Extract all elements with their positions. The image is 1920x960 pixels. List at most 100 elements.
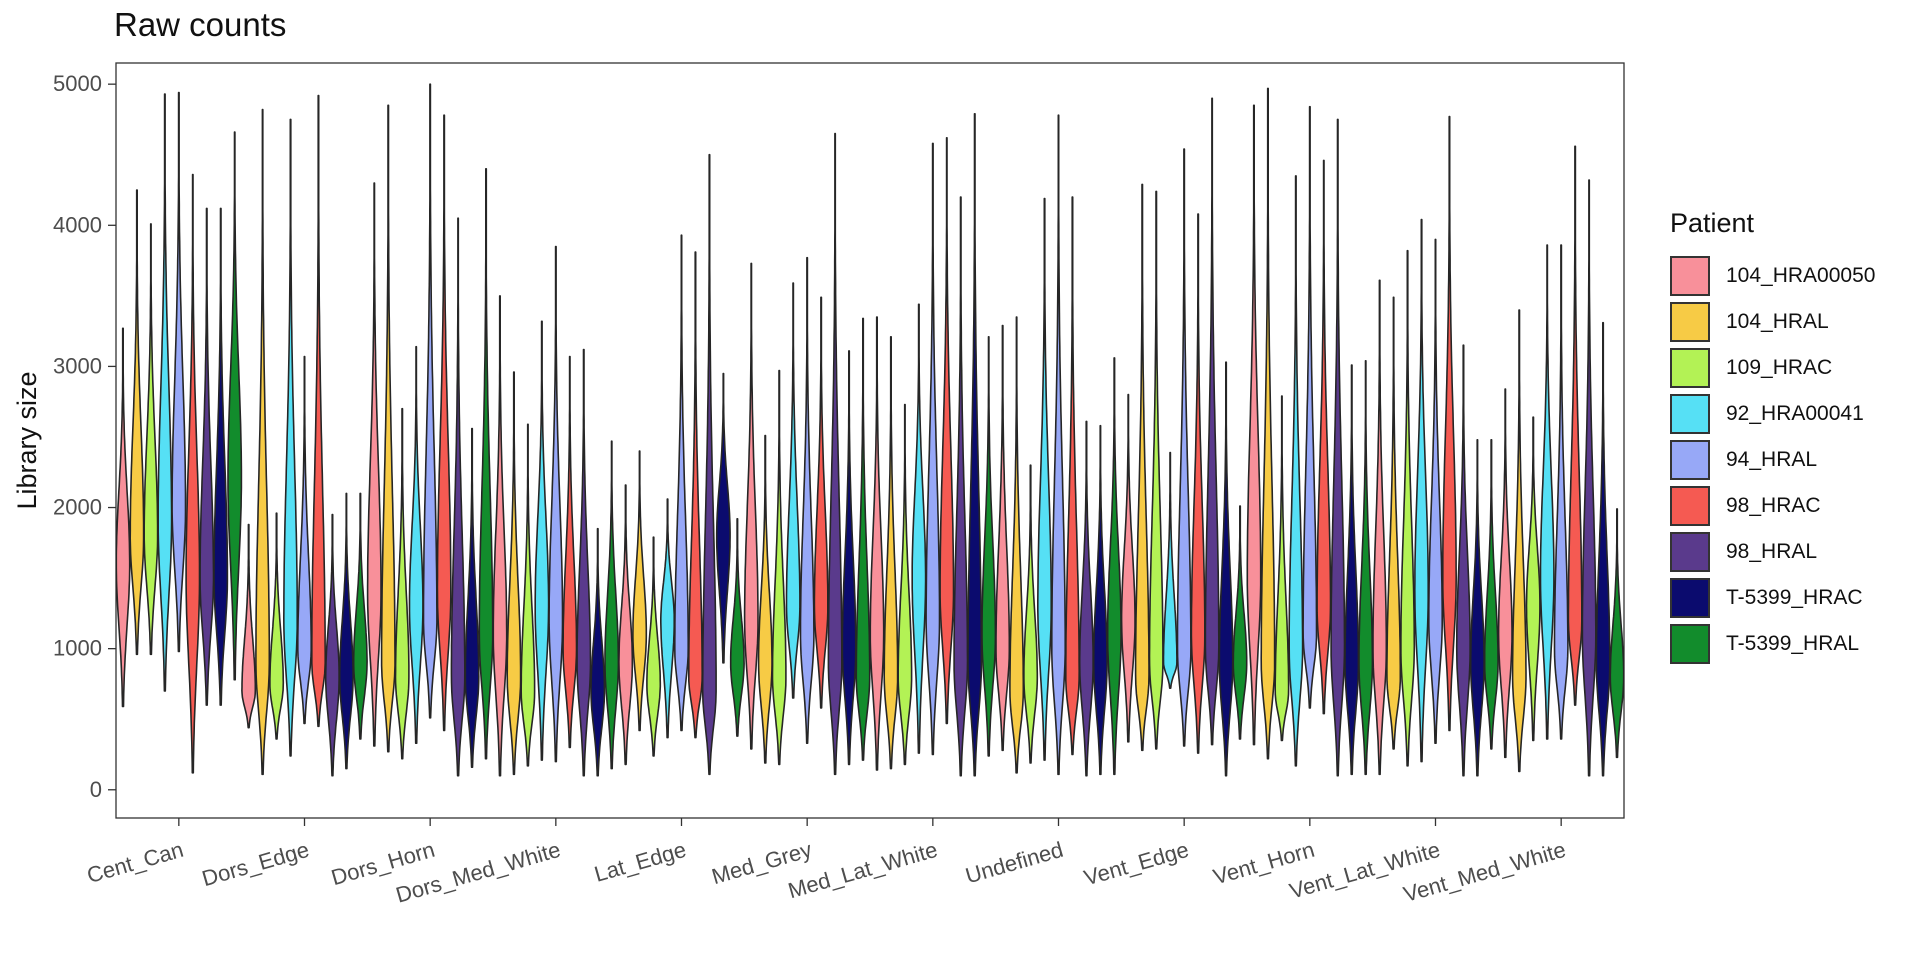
violin-Dors_Horn-109_HRAC <box>394 407 410 760</box>
violin-Lat_Edge-98_HRAC <box>687 251 704 739</box>
violin-Lat_Edge-T-5399_HRAL <box>729 517 745 737</box>
violin-Vent_Horn-94_HRAL <box>1302 105 1318 709</box>
violin-Vent_Lat_White-94_HRAL <box>1428 238 1443 745</box>
violin-Dors_Horn-92_HRA00041 <box>408 345 424 745</box>
violin-Med_Grey-104_HRAL <box>757 434 773 764</box>
legend-label: 92_HRA00041 <box>1726 402 1864 425</box>
violin-Cent_Can-104_HRA00050 <box>115 327 131 708</box>
x-tick-label: Vent_Edge <box>1081 837 1191 891</box>
violin-Vent_Edge-104_HRA00050 <box>1120 393 1136 743</box>
violin-Vent_Horn-T-5399_HRAC <box>1344 364 1360 776</box>
legend-label: T-5399_HRAL <box>1726 632 1860 655</box>
y-tick-label: 5000 <box>53 71 102 96</box>
violin-Dors_Edge-T-5399_HRAC <box>338 492 354 770</box>
x-tick-label: Undefined <box>963 837 1066 889</box>
y-tick-label: 0 <box>90 777 102 802</box>
violin-Vent_Lat_White-T-5399_HRAL <box>1483 438 1499 750</box>
violin-Vent_Med_White-109_HRAC <box>1525 416 1541 742</box>
legend-item: T-5399_HRAL <box>1670 621 1910 667</box>
legend-key <box>1670 256 1710 296</box>
violin-Lat_Edge-98_HRAL <box>701 153 717 776</box>
violin-Vent_Med_White-98_HRAC <box>1567 145 1583 706</box>
violin-Vent_Edge-T-5399_HRAL <box>1232 505 1248 740</box>
legend-item: 94_HRAL <box>1670 437 1910 483</box>
violin-Undefined-104_HRAL <box>1009 316 1025 774</box>
legend-item: 98_HRAL <box>1670 529 1910 575</box>
legend-item: 98_HRAC <box>1670 483 1910 529</box>
violin-Med_Grey-92_HRA00041 <box>785 282 801 699</box>
violin-Lat_Edge-92_HRA00041 <box>659 498 676 739</box>
violin-Vent_Med_White-T-5399_HRAC <box>1595 321 1611 777</box>
violin-Lat_Edge-T-5399_HRAC <box>715 372 731 664</box>
violin-Med_Grey-T-5399_HRAL <box>855 317 871 761</box>
violin-Vent_Horn-109_HRAC <box>1274 395 1290 742</box>
violin-Med_Grey-98_HRAL <box>827 132 843 776</box>
violin-Vent_Edge-109_HRAC <box>1148 190 1164 750</box>
violin-Dors_Med_White-T-5399_HRAL <box>604 440 620 770</box>
violin-Dors_Horn-94_HRAL <box>422 83 438 719</box>
legend-key <box>1670 486 1710 526</box>
x-tick-label: Dors_Edge <box>199 837 312 891</box>
violin-Vent_Horn-T-5399_HRAL <box>1358 359 1374 776</box>
violin-Med_Grey-98_HRAC <box>813 296 829 709</box>
chart-title: Raw counts <box>114 6 287 43</box>
violin-Vent_Lat_White-104_HRA00050 <box>1372 279 1388 776</box>
violin-Cent_Can-104_HRAL <box>129 189 145 656</box>
violin-Undefined-98_HRAC <box>1065 196 1080 756</box>
violin-Vent_Med_White-T-5399_HRAL <box>1609 508 1625 759</box>
violin-Cent_Can-92_HRA00041 <box>157 93 173 692</box>
violin-Cent_Can-98_HRAC <box>185 173 201 774</box>
legend-key <box>1670 532 1710 572</box>
violin-Vent_Horn-92_HRA00041 <box>1288 175 1304 767</box>
violin-Undefined-98_HRAL <box>1078 420 1094 777</box>
violin-Cent_Can-94_HRAL <box>171 91 187 653</box>
violin-Vent_Lat_White-92_HRA00041 <box>1414 218 1429 763</box>
x-tick-label: Cent_Can <box>84 837 186 888</box>
y-tick-label: 3000 <box>53 353 102 378</box>
violin-Dors_Med_White-92_HRA00041 <box>534 320 550 761</box>
violin-Vent_Edge-98_HRAC <box>1190 213 1206 754</box>
violin-Vent_Lat_White-109_HRAC <box>1400 249 1416 767</box>
violin-Dors_Med_White-T-5399_HRAC <box>590 527 606 777</box>
violin-Dors_Edge-98_HRAL <box>324 513 340 777</box>
violin-Med_Lat_White-104_HRAL <box>883 335 899 770</box>
y-tick-label: 2000 <box>53 495 102 520</box>
violin-Dors_Horn-98_HRAL <box>450 217 466 777</box>
violin-Dors_Edge-104_HRAL <box>255 108 271 776</box>
violin-Dors_Horn-T-5399_HRAL <box>478 168 494 760</box>
violin-Dors_Edge-109_HRAC <box>269 512 285 740</box>
violin-Med_Grey-T-5399_HRAC <box>841 350 857 766</box>
violin-Cent_Can-98_HRAL <box>199 207 215 706</box>
violin-Vent_Horn-98_HRAL <box>1330 118 1346 777</box>
violin-Vent_Lat_White-98_HRAC <box>1442 115 1457 732</box>
legend-label: 109_HRAC <box>1726 356 1833 379</box>
violin-Vent_Edge-T-5399_HRAC <box>1218 361 1234 777</box>
violin-Dors_Edge-T-5399_HRAL <box>352 492 368 740</box>
legend-key <box>1670 440 1710 480</box>
violin-Vent_Med_White-94_HRAL <box>1553 244 1569 740</box>
violin-Undefined-109_HRAC <box>1023 464 1039 764</box>
violin-Dors_Med_White-98_HRAC <box>562 355 578 749</box>
violin-Vent_Med_White-98_HRAL <box>1581 179 1597 777</box>
violin-Med_Grey-104_HRA00050 <box>743 262 759 750</box>
legend-label: 98_HRAC <box>1726 494 1821 517</box>
violin-Med_Lat_White-98_HRAC <box>939 137 955 725</box>
violin-Dors_Med_White-104_HRA00050 <box>492 295 508 777</box>
violin-Lat_Edge-104_HRA00050 <box>618 484 634 766</box>
violin-Dors_Horn-104_HRA00050 <box>366 182 382 747</box>
legend-item: 92_HRA00041 <box>1670 391 1910 437</box>
legend-label: 104_HRAL <box>1726 310 1829 333</box>
legend-item: 109_HRAC <box>1670 345 1910 391</box>
violin-Cent_Can-T-5399_HRAC <box>213 207 229 706</box>
violin-Vent_Lat_White-T-5399_HRAC <box>1469 438 1485 777</box>
violin-Vent_Horn-104_HRA00050 <box>1246 104 1262 746</box>
violin-Med_Grey-94_HRAL <box>799 256 815 745</box>
violin-Vent_Edge-94_HRAL <box>1176 148 1192 747</box>
legend-item: T-5399_HRAC <box>1670 575 1910 621</box>
violin-Vent_Horn-104_HRAL <box>1260 87 1276 760</box>
violin-Dors_Med_White-109_HRAC <box>520 423 536 767</box>
legend-label: 98_HRAL <box>1726 540 1818 563</box>
violin-Undefined-92_HRA00041 <box>1037 197 1052 761</box>
violin-Med_Lat_White-109_HRAC <box>897 403 913 766</box>
violin-Vent_Edge-98_HRAL <box>1204 97 1220 746</box>
